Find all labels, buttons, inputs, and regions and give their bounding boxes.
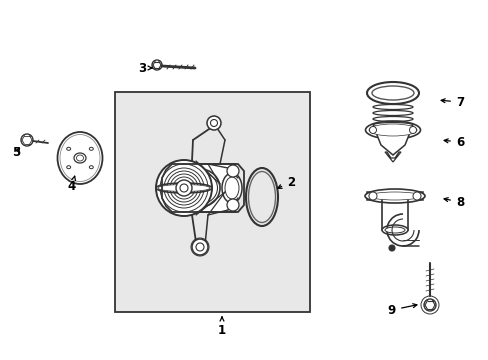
Ellipse shape xyxy=(364,189,424,203)
Circle shape xyxy=(21,134,33,146)
Ellipse shape xyxy=(66,147,71,150)
Text: 6: 6 xyxy=(443,135,463,148)
Circle shape xyxy=(152,60,162,70)
Ellipse shape xyxy=(156,183,212,193)
Circle shape xyxy=(368,192,376,200)
Polygon shape xyxy=(374,130,410,155)
Text: 1: 1 xyxy=(218,317,225,337)
Bar xyxy=(115,92,309,312)
Polygon shape xyxy=(384,152,400,162)
Ellipse shape xyxy=(66,166,71,169)
Circle shape xyxy=(408,126,416,134)
Text: 3: 3 xyxy=(138,62,152,75)
Ellipse shape xyxy=(368,192,420,200)
Ellipse shape xyxy=(182,172,217,204)
Circle shape xyxy=(156,160,212,216)
Text: 8: 8 xyxy=(443,195,463,208)
Ellipse shape xyxy=(365,121,420,139)
Text: 2: 2 xyxy=(277,175,294,189)
Circle shape xyxy=(196,243,203,251)
Ellipse shape xyxy=(248,171,275,222)
Ellipse shape xyxy=(245,168,278,226)
Ellipse shape xyxy=(224,177,239,199)
Circle shape xyxy=(412,192,420,200)
Ellipse shape xyxy=(384,227,404,233)
Ellipse shape xyxy=(89,166,93,169)
Ellipse shape xyxy=(368,124,416,136)
Text: 9: 9 xyxy=(387,303,416,316)
Circle shape xyxy=(369,126,376,134)
Polygon shape xyxy=(366,192,422,200)
Ellipse shape xyxy=(58,132,102,184)
Ellipse shape xyxy=(74,153,86,163)
Ellipse shape xyxy=(76,155,83,161)
Ellipse shape xyxy=(222,173,242,203)
Text: 7: 7 xyxy=(440,95,463,108)
Ellipse shape xyxy=(60,135,100,181)
Ellipse shape xyxy=(158,184,209,192)
Circle shape xyxy=(388,245,394,251)
Text: 5: 5 xyxy=(12,147,20,159)
Ellipse shape xyxy=(381,225,407,235)
Circle shape xyxy=(210,120,217,126)
Circle shape xyxy=(176,180,192,196)
Ellipse shape xyxy=(371,86,413,100)
Ellipse shape xyxy=(366,82,418,104)
Circle shape xyxy=(423,299,435,311)
Ellipse shape xyxy=(89,147,93,150)
Text: 4: 4 xyxy=(68,176,76,193)
Circle shape xyxy=(180,184,187,192)
Ellipse shape xyxy=(371,93,413,101)
Ellipse shape xyxy=(180,169,220,207)
Circle shape xyxy=(226,165,239,177)
Circle shape xyxy=(192,239,207,255)
Circle shape xyxy=(206,116,221,130)
Circle shape xyxy=(226,199,239,211)
Polygon shape xyxy=(180,164,235,212)
